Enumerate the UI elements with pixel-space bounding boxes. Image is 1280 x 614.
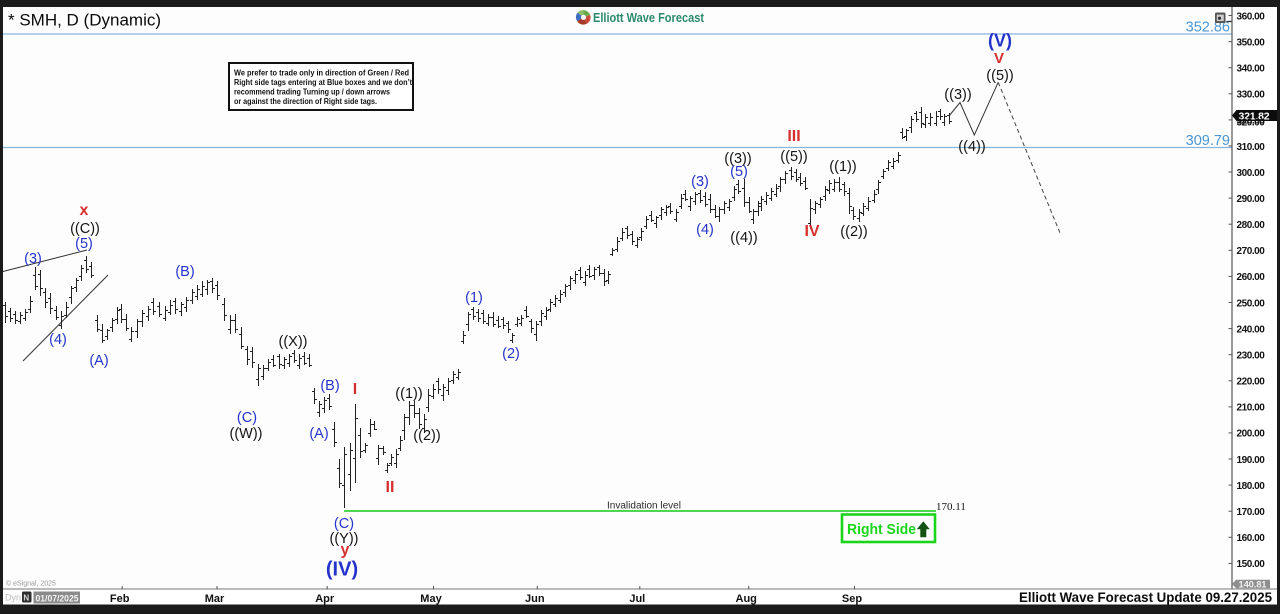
- svg-text:360.00: 360.00: [1237, 11, 1266, 22]
- svg-text:(C): (C): [334, 516, 354, 532]
- svg-text:(B): (B): [175, 264, 194, 280]
- svg-text:230.00: 230.00: [1237, 351, 1266, 362]
- svg-text:250.00: 250.00: [1237, 298, 1266, 309]
- svg-text:((3)): ((3)): [724, 151, 751, 167]
- svg-text:140.81: 140.81: [1239, 580, 1268, 591]
- svg-text:Right Side: Right Side: [847, 521, 916, 538]
- svg-text:((5)): ((5)): [780, 149, 807, 165]
- svg-text:190.00: 190.00: [1237, 455, 1266, 466]
- svg-text:Mar: Mar: [205, 593, 225, 605]
- svg-text:180.00: 180.00: [1237, 481, 1266, 492]
- svg-text:Invalidation level: Invalidation level: [607, 501, 681, 512]
- svg-text:320.00: 320.00: [1237, 116, 1266, 127]
- svg-text:Apr: Apr: [315, 593, 335, 605]
- svg-text:220.00: 220.00: [1237, 377, 1266, 388]
- svg-text:Jul: Jul: [629, 593, 645, 605]
- svg-text:((4)): ((4)): [730, 230, 757, 246]
- svg-text:Elliott Wave Forecast Update 0: Elliott Wave Forecast Update 09.27.2025: [1019, 590, 1272, 605]
- svg-text:(V): (V): [988, 31, 1012, 51]
- svg-text:01/07/2025: 01/07/2025: [36, 593, 80, 604]
- svg-text:© eSignal, 2025: © eSignal, 2025: [6, 580, 56, 588]
- svg-text:II: II: [386, 479, 395, 496]
- svg-text:We prefer to trade only in dir: We prefer to trade only in direction of …: [234, 69, 409, 78]
- svg-text:((Y)): ((Y)): [330, 531, 359, 547]
- svg-text:(4): (4): [49, 332, 67, 348]
- svg-text:((5)): ((5)): [986, 68, 1013, 84]
- svg-text:Dyn: Dyn: [5, 593, 21, 603]
- svg-text:170.11: 170.11: [936, 501, 966, 513]
- svg-text:(4): (4): [696, 222, 714, 238]
- svg-text:Aug: Aug: [736, 593, 757, 605]
- svg-text:300.00: 300.00: [1237, 168, 1266, 179]
- svg-text:340.00: 340.00: [1237, 64, 1266, 75]
- svg-text:((4)): ((4)): [958, 139, 985, 155]
- svg-text:recommend trading Turning up /: recommend trading Turning up / down arro…: [234, 88, 390, 97]
- svg-text:320.00: 320.00: [1237, 118, 1266, 129]
- svg-text:(2): (2): [502, 346, 520, 362]
- svg-text:160.00: 160.00: [1237, 533, 1266, 544]
- svg-text:Jun: Jun: [525, 593, 545, 605]
- svg-text:((3)): ((3)): [944, 87, 971, 103]
- svg-text:((W)): ((W)): [229, 426, 262, 442]
- svg-text:280.00: 280.00: [1237, 220, 1266, 231]
- svg-text:I: I: [353, 381, 357, 398]
- svg-text:((2)): ((2)): [413, 428, 440, 444]
- svg-text:* SMH, D (Dynamic): * SMH, D (Dynamic): [8, 11, 161, 30]
- svg-text:or against the direction of Ri: or against the direction of Right side t…: [234, 97, 377, 106]
- svg-text:310.00: 310.00: [1237, 142, 1266, 153]
- svg-text:170.00: 170.00: [1237, 507, 1266, 518]
- svg-text:321.82: 321.82: [1239, 110, 1270, 122]
- svg-text:((X)): ((X)): [279, 334, 308, 350]
- svg-text:Right side tags entering at Bl: Right side tags entering at Blue boxes a…: [234, 78, 412, 87]
- svg-text:IV: IV: [804, 223, 819, 240]
- svg-text:((2)): ((2)): [840, 224, 867, 240]
- svg-text:352.86: 352.86: [1186, 20, 1230, 36]
- svg-text:330.00: 330.00: [1237, 90, 1266, 101]
- svg-text:270.00: 270.00: [1237, 246, 1266, 257]
- svg-text:(1): (1): [465, 290, 483, 306]
- svg-text:(3): (3): [691, 174, 709, 190]
- svg-text:((1)): ((1)): [829, 159, 856, 175]
- svg-text:((C)): ((C)): [70, 221, 100, 237]
- svg-text:350.00: 350.00: [1237, 37, 1266, 48]
- svg-text:N: N: [23, 594, 29, 603]
- svg-text:(B): (B): [320, 378, 339, 394]
- svg-text:V: V: [994, 50, 1004, 67]
- svg-text:(A): (A): [309, 426, 328, 442]
- svg-text:x: x: [80, 202, 89, 219]
- svg-text:(5): (5): [730, 164, 748, 180]
- svg-text:(5): (5): [75, 236, 93, 252]
- svg-text:y: y: [341, 542, 350, 559]
- svg-text:309.79: 309.79: [1186, 133, 1230, 149]
- svg-text:(3): (3): [24, 251, 42, 267]
- svg-text:(A): (A): [89, 353, 108, 369]
- svg-text:200.00: 200.00: [1237, 429, 1266, 440]
- svg-text:((1)): ((1)): [395, 386, 422, 402]
- svg-text:May: May: [420, 593, 442, 605]
- svg-text:Elliott Wave Forecast: Elliott Wave Forecast: [593, 10, 705, 25]
- svg-text:150.00: 150.00: [1237, 559, 1266, 570]
- svg-text:210.00: 210.00: [1237, 403, 1266, 414]
- svg-text:Feb: Feb: [110, 593, 130, 605]
- svg-text:(C): (C): [237, 410, 257, 426]
- svg-text:III: III: [787, 128, 800, 145]
- svg-text:240.00: 240.00: [1237, 324, 1266, 335]
- svg-text:290.00: 290.00: [1237, 194, 1266, 205]
- svg-text:Sep: Sep: [842, 593, 862, 605]
- svg-text:(IV): (IV): [326, 559, 358, 581]
- svg-text:260.00: 260.00: [1237, 272, 1266, 283]
